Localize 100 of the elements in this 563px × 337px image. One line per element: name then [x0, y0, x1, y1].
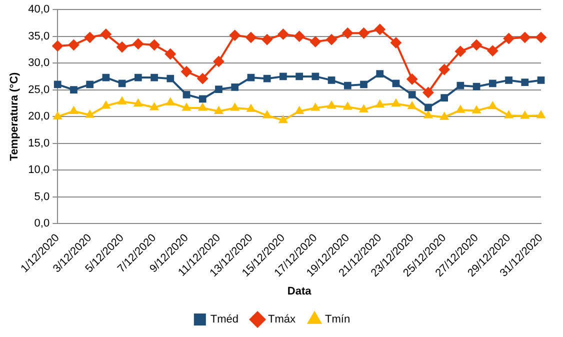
point [424, 110, 433, 118]
point [536, 110, 546, 118]
point [150, 74, 158, 82]
point [488, 101, 498, 110]
point [213, 56, 224, 67]
point [132, 38, 144, 50]
point [521, 78, 529, 86]
point [454, 46, 466, 57]
point [438, 64, 450, 76]
point [263, 74, 271, 82]
point [520, 111, 530, 119]
point [310, 36, 321, 48]
point [360, 80, 368, 88]
point [422, 87, 434, 98]
point [69, 106, 78, 114]
point [102, 100, 110, 109]
point [246, 104, 256, 112]
point [408, 101, 416, 110]
point [471, 39, 482, 50]
point [311, 103, 320, 111]
point [166, 98, 175, 106]
point [472, 82, 480, 90]
point [118, 96, 126, 104]
point [519, 32, 530, 43]
legend-label: Tmáx [268, 314, 296, 326]
point [197, 73, 208, 84]
point [440, 112, 449, 120]
y-tick-label: 10,0 [28, 164, 50, 176]
point [343, 102, 352, 110]
point [328, 76, 336, 84]
point [247, 74, 255, 82]
point [198, 95, 206, 103]
point [214, 106, 224, 114]
point [280, 72, 287, 80]
y-tick-label: 0,0 [34, 218, 50, 230]
y-axis-title: Temperatura (°C) [8, 72, 21, 161]
y-tick-label: 35,0 [28, 30, 50, 42]
point [392, 98, 400, 106]
point [215, 86, 222, 93]
point [70, 86, 78, 94]
point [456, 105, 465, 113]
point [456, 82, 464, 90]
point [294, 106, 304, 114]
x-axis-title: Data [287, 285, 312, 298]
point [408, 90, 416, 98]
point [53, 112, 62, 120]
point [359, 104, 368, 112]
point [358, 28, 370, 39]
point [487, 45, 498, 56]
point [245, 32, 256, 43]
point [488, 80, 496, 88]
point [440, 94, 448, 102]
point [230, 103, 240, 111]
point [392, 80, 400, 88]
point [84, 32, 96, 43]
point [166, 74, 174, 82]
y-tick-label: 40,0 [28, 4, 50, 16]
point [134, 74, 142, 82]
legend-label: Tmín [325, 314, 350, 326]
point [537, 76, 545, 84]
point [312, 72, 320, 80]
point [134, 98, 143, 106]
point [100, 28, 112, 40]
point [231, 83, 239, 91]
point [85, 110, 94, 118]
point [198, 103, 208, 111]
point [505, 76, 512, 84]
point [68, 39, 80, 50]
point [326, 34, 338, 46]
point [374, 24, 386, 35]
point [536, 32, 546, 43]
point [164, 48, 176, 60]
y-tick-label: 30,0 [28, 57, 50, 70]
point [102, 74, 110, 82]
y-tick-label: 25,0 [28, 84, 50, 96]
point [116, 42, 128, 53]
point [229, 30, 240, 41]
y-tick-label: 15,0 [28, 137, 50, 150]
point [182, 90, 190, 98]
legend-label: Tméd [210, 314, 239, 326]
point [424, 104, 432, 112]
point [262, 34, 273, 46]
point [472, 106, 481, 114]
point [406, 74, 418, 85]
point [296, 72, 303, 80]
point [503, 32, 514, 44]
y-tick-label: 20,0 [28, 110, 50, 123]
point [262, 110, 272, 118]
point [52, 40, 64, 52]
point [181, 66, 192, 78]
point [148, 39, 160, 50]
point [390, 37, 402, 48]
point [182, 103, 191, 111]
point [375, 100, 384, 108]
point [504, 110, 514, 118]
point [327, 100, 336, 109]
y-tick-label: 5,0 [34, 190, 50, 203]
point [376, 70, 384, 78]
point [294, 30, 305, 42]
point [278, 28, 289, 40]
